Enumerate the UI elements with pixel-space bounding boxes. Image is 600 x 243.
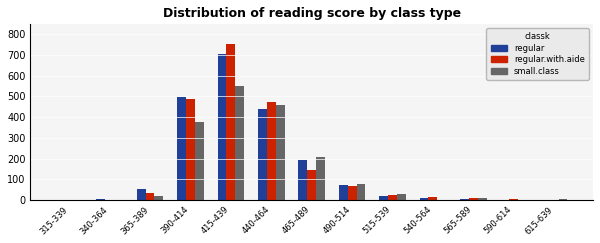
Bar <box>509 199 518 200</box>
Bar <box>154 196 163 200</box>
Bar <box>96 199 105 200</box>
Bar <box>146 193 154 200</box>
Bar <box>428 197 437 200</box>
Bar <box>186 98 195 200</box>
Title: Distribution of reading score by class type: Distribution of reading score by class t… <box>163 7 461 20</box>
Bar <box>397 194 406 200</box>
Bar <box>177 97 186 200</box>
Bar <box>218 54 226 200</box>
Bar <box>388 195 397 200</box>
Bar <box>419 198 428 200</box>
Bar <box>460 199 469 200</box>
Bar <box>316 157 325 200</box>
Bar <box>298 160 307 200</box>
Bar <box>267 102 276 200</box>
Legend: regular, regular.with.aide, small.class: regular, regular.with.aide, small.class <box>487 28 589 80</box>
Bar <box>347 186 356 200</box>
Bar <box>137 189 146 200</box>
Bar <box>235 86 244 200</box>
Bar <box>307 170 316 200</box>
Bar <box>276 105 284 200</box>
Bar <box>339 185 347 200</box>
Bar <box>379 196 388 200</box>
Bar <box>469 198 478 200</box>
Bar <box>226 44 235 200</box>
Bar <box>195 122 204 200</box>
Bar <box>356 184 365 200</box>
Bar <box>478 199 487 200</box>
Bar <box>258 109 267 200</box>
